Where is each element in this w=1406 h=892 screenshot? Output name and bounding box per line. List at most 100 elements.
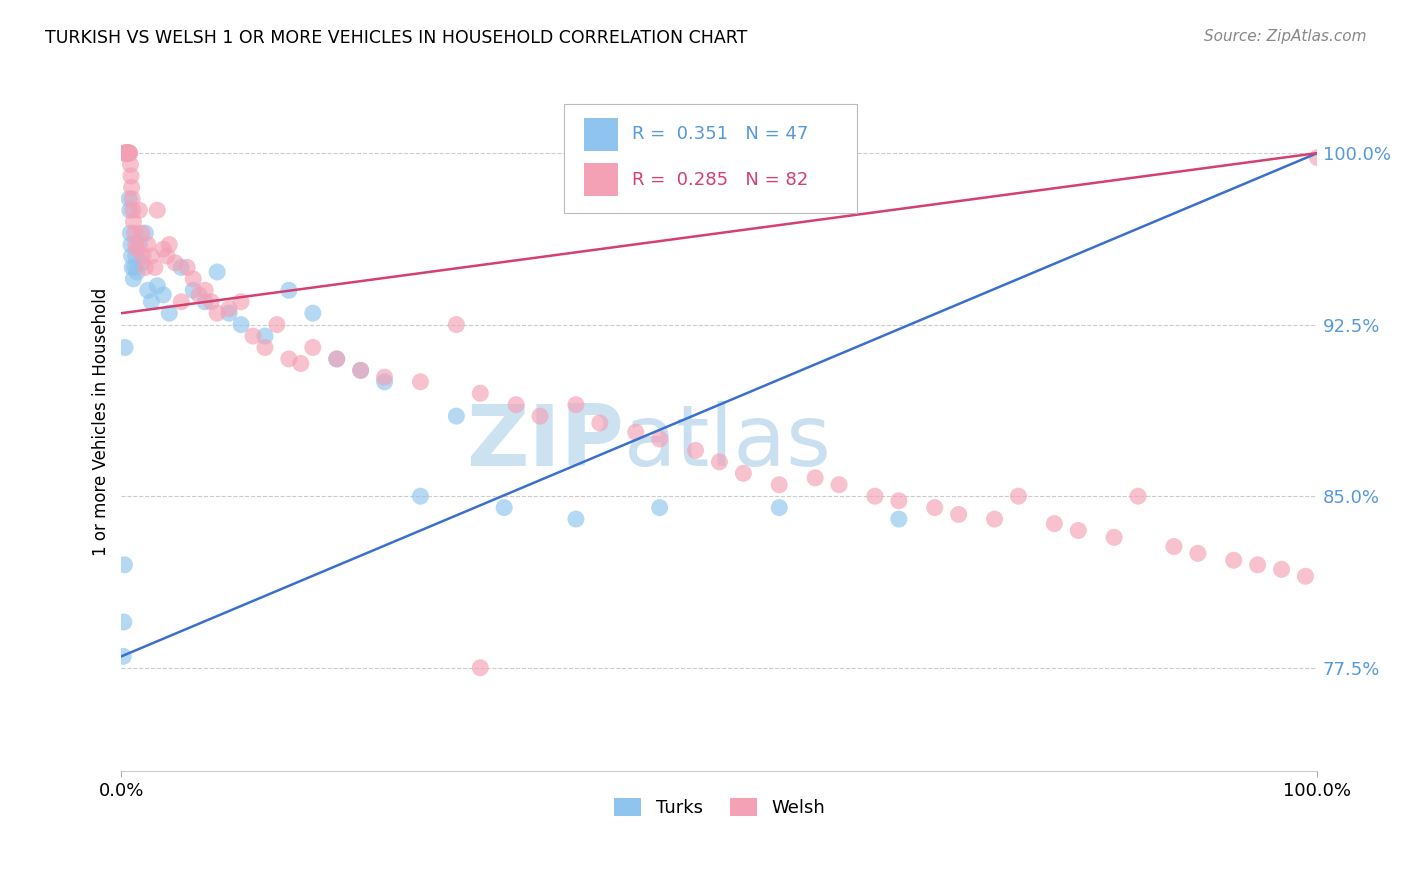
Point xyxy=(804,471,827,485)
Text: atlas: atlas xyxy=(624,401,832,484)
Text: TURKISH VS WELSH 1 OR MORE VEHICLES IN HOUSEHOLD CORRELATION CHART: TURKISH VS WELSH 1 OR MORE VEHICLES IN H… xyxy=(45,29,748,47)
Point xyxy=(122,272,145,286)
Point xyxy=(120,237,142,252)
Point xyxy=(470,386,492,401)
Point xyxy=(648,432,671,446)
Point xyxy=(118,146,141,161)
Point xyxy=(301,306,323,320)
Point xyxy=(218,306,240,320)
Point xyxy=(446,318,468,332)
Point xyxy=(648,500,671,515)
Point xyxy=(229,294,252,309)
Point xyxy=(948,508,970,522)
Point xyxy=(114,558,136,572)
Point xyxy=(828,477,851,491)
Point xyxy=(121,260,143,275)
Point xyxy=(205,306,228,320)
Point xyxy=(1187,546,1209,560)
Point xyxy=(768,477,790,491)
Point xyxy=(194,283,217,297)
Point xyxy=(194,294,217,309)
Point xyxy=(128,237,150,252)
Point xyxy=(125,237,148,252)
FancyBboxPatch shape xyxy=(585,163,617,196)
Point xyxy=(125,242,148,256)
Point xyxy=(117,146,139,161)
Point xyxy=(565,512,588,526)
Point xyxy=(125,265,148,279)
Point xyxy=(132,249,155,263)
Point xyxy=(709,455,731,469)
Point xyxy=(1102,530,1125,544)
Text: ZIP: ZIP xyxy=(465,401,624,484)
Point xyxy=(114,341,136,355)
Point xyxy=(115,146,138,161)
Point xyxy=(374,370,396,384)
Point xyxy=(1270,562,1292,576)
Point xyxy=(128,203,150,218)
Point xyxy=(290,357,312,371)
Point xyxy=(114,146,136,161)
Point xyxy=(350,363,373,377)
Point xyxy=(146,203,169,218)
Point xyxy=(136,283,159,297)
Point xyxy=(117,146,139,161)
Point xyxy=(146,278,169,293)
Point xyxy=(1043,516,1066,531)
Point xyxy=(1007,489,1029,503)
Point xyxy=(114,146,136,161)
Point xyxy=(156,249,179,263)
Point xyxy=(1295,569,1317,583)
Point xyxy=(242,329,264,343)
Point xyxy=(863,489,886,503)
Point xyxy=(325,351,347,366)
Point xyxy=(121,180,143,194)
Point xyxy=(983,512,1005,526)
Point xyxy=(114,146,136,161)
Text: R =  0.285   N = 82: R = 0.285 N = 82 xyxy=(633,170,808,189)
Legend: Turks, Welsh: Turks, Welsh xyxy=(607,790,832,824)
Point xyxy=(1306,151,1329,165)
Point xyxy=(446,409,468,423)
Point xyxy=(1222,553,1244,567)
Point xyxy=(685,443,707,458)
Text: Source: ZipAtlas.com: Source: ZipAtlas.com xyxy=(1204,29,1367,45)
Point xyxy=(117,146,139,161)
Point xyxy=(733,467,755,481)
Point xyxy=(1163,540,1185,554)
Point xyxy=(325,351,347,366)
Point xyxy=(589,416,612,430)
Point xyxy=(301,341,323,355)
FancyBboxPatch shape xyxy=(585,118,617,151)
Point xyxy=(374,375,396,389)
Point xyxy=(124,226,146,240)
Point xyxy=(170,294,193,309)
Point xyxy=(181,272,204,286)
Point xyxy=(118,146,141,161)
Point xyxy=(181,283,204,297)
Point xyxy=(115,146,138,161)
Point xyxy=(115,146,138,161)
Point xyxy=(887,493,910,508)
Point xyxy=(277,351,299,366)
Point xyxy=(120,157,142,171)
Point xyxy=(112,649,135,664)
Point xyxy=(470,661,492,675)
Point xyxy=(118,203,141,218)
Point xyxy=(409,375,432,389)
Point xyxy=(529,409,551,423)
Point xyxy=(218,301,240,316)
Point xyxy=(152,288,174,302)
Point xyxy=(143,260,166,275)
Point xyxy=(565,398,588,412)
Point xyxy=(266,318,288,332)
Point xyxy=(253,341,276,355)
Point xyxy=(136,237,159,252)
Point xyxy=(124,260,146,275)
Point xyxy=(1126,489,1149,503)
Point xyxy=(112,615,135,629)
Point xyxy=(117,146,139,161)
FancyBboxPatch shape xyxy=(564,104,858,212)
Point xyxy=(131,256,153,270)
Point xyxy=(277,283,299,297)
